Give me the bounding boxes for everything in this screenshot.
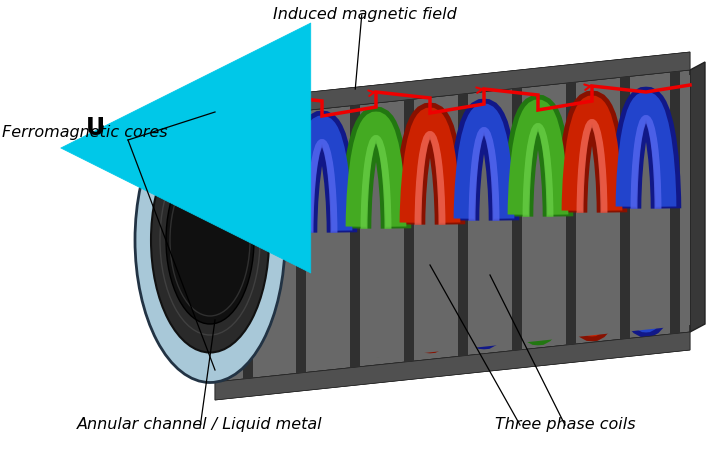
Polygon shape bbox=[243, 116, 253, 379]
Polygon shape bbox=[566, 82, 576, 345]
Polygon shape bbox=[243, 116, 253, 379]
Polygon shape bbox=[215, 332, 690, 400]
Text: Three phase coils: Three phase coils bbox=[495, 417, 635, 432]
Polygon shape bbox=[670, 71, 680, 334]
Polygon shape bbox=[620, 76, 630, 339]
Polygon shape bbox=[670, 71, 680, 334]
Polygon shape bbox=[404, 99, 414, 362]
Polygon shape bbox=[690, 62, 705, 332]
Ellipse shape bbox=[151, 127, 269, 352]
Polygon shape bbox=[215, 75, 690, 375]
Polygon shape bbox=[215, 70, 690, 382]
Polygon shape bbox=[296, 110, 306, 374]
Text: Ferromagnetic cores: Ferromagnetic cores bbox=[2, 125, 168, 140]
Text: U: U bbox=[86, 116, 104, 140]
Polygon shape bbox=[512, 88, 522, 351]
Text: Induced magnetic field: Induced magnetic field bbox=[273, 7, 457, 22]
Polygon shape bbox=[566, 82, 576, 345]
Polygon shape bbox=[620, 76, 630, 339]
Polygon shape bbox=[350, 105, 360, 368]
Polygon shape bbox=[215, 332, 690, 400]
Polygon shape bbox=[404, 99, 414, 362]
Polygon shape bbox=[215, 52, 690, 120]
Polygon shape bbox=[215, 52, 690, 120]
Ellipse shape bbox=[166, 156, 254, 324]
Polygon shape bbox=[458, 93, 468, 356]
Polygon shape bbox=[458, 93, 468, 356]
Polygon shape bbox=[296, 110, 306, 374]
Text: Annular channel / Liquid metal: Annular channel / Liquid metal bbox=[77, 417, 323, 432]
Polygon shape bbox=[350, 105, 360, 368]
Polygon shape bbox=[512, 88, 522, 351]
Ellipse shape bbox=[135, 98, 285, 382]
